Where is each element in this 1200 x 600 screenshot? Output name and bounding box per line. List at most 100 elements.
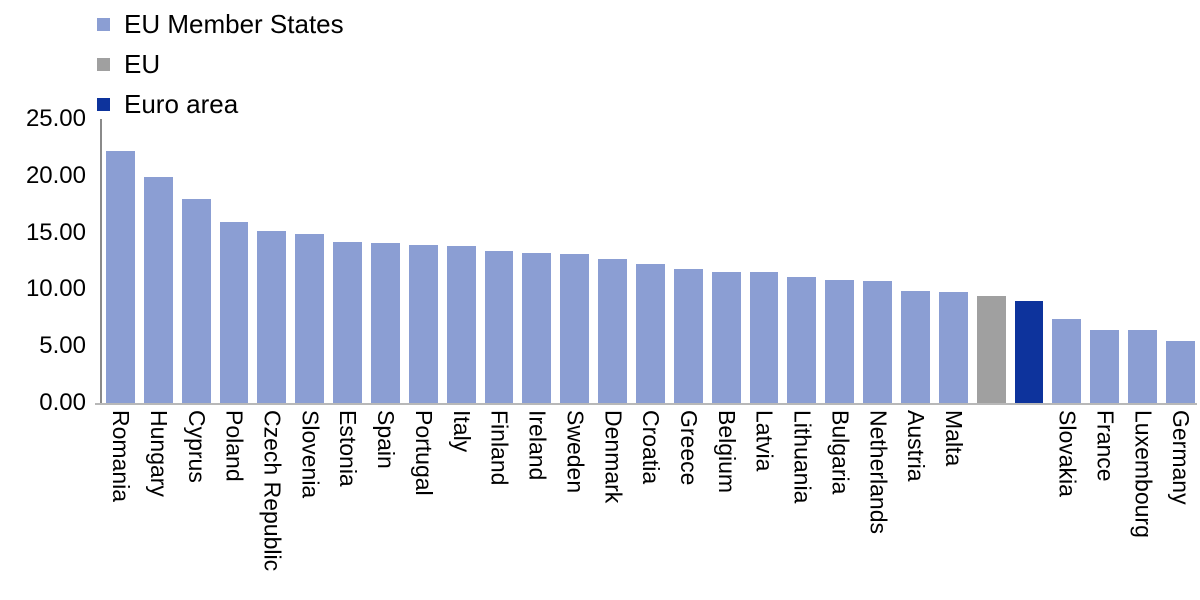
bar-portugal — [408, 245, 438, 403]
bar-slot-czech-republic — [257, 119, 287, 403]
x-tick-label: Bulgaria — [827, 410, 854, 495]
bar-finland — [484, 250, 514, 403]
x-tick-label: France — [1092, 410, 1119, 482]
y-tick-label: 0.00 — [39, 389, 86, 416]
x-tick-label: Poland — [221, 410, 248, 482]
legend-swatch-eu-member-states — [97, 18, 110, 31]
bar-eu — [976, 296, 1006, 403]
x-tick-label: Spain — [373, 410, 400, 469]
x-label-slot-bulgaria: Bulgaria — [825, 410, 854, 598]
x-label-slot-poland: Poland — [220, 410, 249, 598]
y-tick-label: 10.00 — [25, 275, 86, 303]
x-label-slot-latvia: Latvia — [750, 410, 779, 598]
bar-slot-lithuania — [787, 119, 817, 403]
bar-slot-germany — [1166, 119, 1195, 403]
bar-spain — [371, 242, 400, 403]
bar-slot-sweden — [560, 119, 590, 403]
bar-slot-italy — [446, 119, 476, 403]
y-tick-label: 15.00 — [25, 218, 86, 246]
bar-france — [1090, 330, 1120, 403]
x-tick-label: Croatia — [638, 410, 665, 485]
bar-slot-latvia — [749, 119, 779, 403]
bar-estonia — [333, 241, 363, 403]
bar-slot-slovakia — [1052, 119, 1082, 403]
bar-slot-greece — [673, 119, 703, 403]
bar-germany — [1166, 340, 1195, 403]
x-label-slot-france: France — [1090, 410, 1119, 598]
y-tick-label: 25.00 — [25, 105, 86, 132]
x-tick-label: Denmark — [600, 410, 627, 504]
x-label-slot-slovenia: Slovenia — [295, 410, 324, 598]
bar-slot-romania — [106, 119, 135, 403]
bar-slovakia — [1052, 318, 1082, 403]
bar-cyprus — [181, 198, 211, 403]
legend: EU Member States EU Euro area — [97, 11, 344, 131]
x-tick-label: Hungary — [145, 410, 172, 497]
x-label-slot-finland: Finland — [485, 410, 514, 598]
x-label-slot-lithuania: Lithuania — [787, 410, 816, 598]
bar-slot-eu — [976, 119, 1006, 403]
x-label-slot-croatia: Croatia — [636, 410, 665, 598]
bar-austria — [901, 290, 930, 403]
x-tick-label: Greece — [675, 410, 702, 486]
x-label-slot-euro-area — [1015, 410, 1044, 598]
legend-swatch-euro-area — [97, 98, 110, 111]
bar-lithuania — [787, 276, 817, 403]
x-label-slot-netherlands: Netherlands — [863, 410, 892, 598]
x-label-slot-germany: Germany — [1166, 410, 1195, 598]
bar-slot-croatia — [636, 119, 665, 403]
x-label-slot-hungary: Hungary — [144, 410, 173, 598]
bar-belgium — [711, 272, 741, 403]
x-tick-label: Sweden — [562, 410, 589, 494]
bar-slot-malta — [938, 119, 968, 403]
x-tick-label: Netherlands — [865, 410, 892, 535]
legend-label: Euro area — [124, 89, 239, 119]
bar-romania — [106, 150, 135, 403]
bar-slot-portugal — [408, 119, 438, 403]
bar-czech-republic — [257, 231, 287, 403]
x-label-slot-spain: Spain — [371, 410, 400, 598]
bar-slot-slovenia — [295, 119, 325, 403]
bar-slot-cyprus — [181, 119, 211, 403]
x-tick-label: Slovakia — [1054, 410, 1081, 497]
x-label-slot-luxembourg: Luxembourg — [1128, 410, 1157, 598]
bar-italy — [446, 246, 476, 403]
x-label-slot-portugal: Portugal — [409, 410, 438, 598]
bar-slot-finland — [484, 119, 514, 403]
bar-ireland — [522, 253, 552, 403]
x-label-slot-romania: Romania — [106, 410, 135, 598]
bar-slot-austria — [901, 119, 930, 403]
x-tick-label: Estonia — [335, 410, 362, 487]
bar-netherlands — [863, 281, 893, 403]
x-label-slot-ireland: Ireland — [522, 410, 551, 598]
x-label-slot-czech-republic: Czech Republic — [257, 410, 286, 598]
legend-item-eu: EU — [97, 51, 344, 78]
x-label-slot-cyprus: Cyprus — [182, 410, 211, 598]
bar-slot-netherlands — [863, 119, 893, 403]
x-label-slot-austria: Austria — [901, 410, 930, 598]
x-tick-label: Portugal — [410, 410, 437, 496]
x-label-slot-eu — [977, 410, 1006, 598]
bar-euro-area — [1014, 300, 1044, 403]
x-tick-label: Czech Republic — [259, 410, 286, 572]
bar-bulgaria — [825, 280, 855, 403]
bar-slot-poland — [219, 119, 249, 403]
bar-hungary — [143, 176, 173, 403]
x-label-slot-sweden: Sweden — [560, 410, 589, 598]
x-tick-label: Latvia — [751, 410, 778, 472]
x-label-slot-slovakia: Slovakia — [1052, 410, 1081, 598]
bar-slot-france — [1090, 119, 1120, 403]
x-tick-label: Lithuania — [789, 410, 816, 504]
x-label-slot-malta: Malta — [939, 410, 968, 598]
bar-slot-belgium — [711, 119, 741, 403]
x-tick-label: Romania — [108, 410, 135, 503]
x-label-slot-greece: Greece — [674, 410, 703, 598]
bar-slot-luxembourg — [1128, 119, 1158, 403]
x-label-slot-italy: Italy — [447, 410, 476, 598]
bar-slot-euro-area — [1014, 119, 1044, 403]
x-tick-label: Finland — [486, 410, 513, 486]
x-label-slot-estonia: Estonia — [333, 410, 362, 598]
bar-luxembourg — [1128, 330, 1158, 403]
bar-slot-estonia — [333, 119, 363, 403]
